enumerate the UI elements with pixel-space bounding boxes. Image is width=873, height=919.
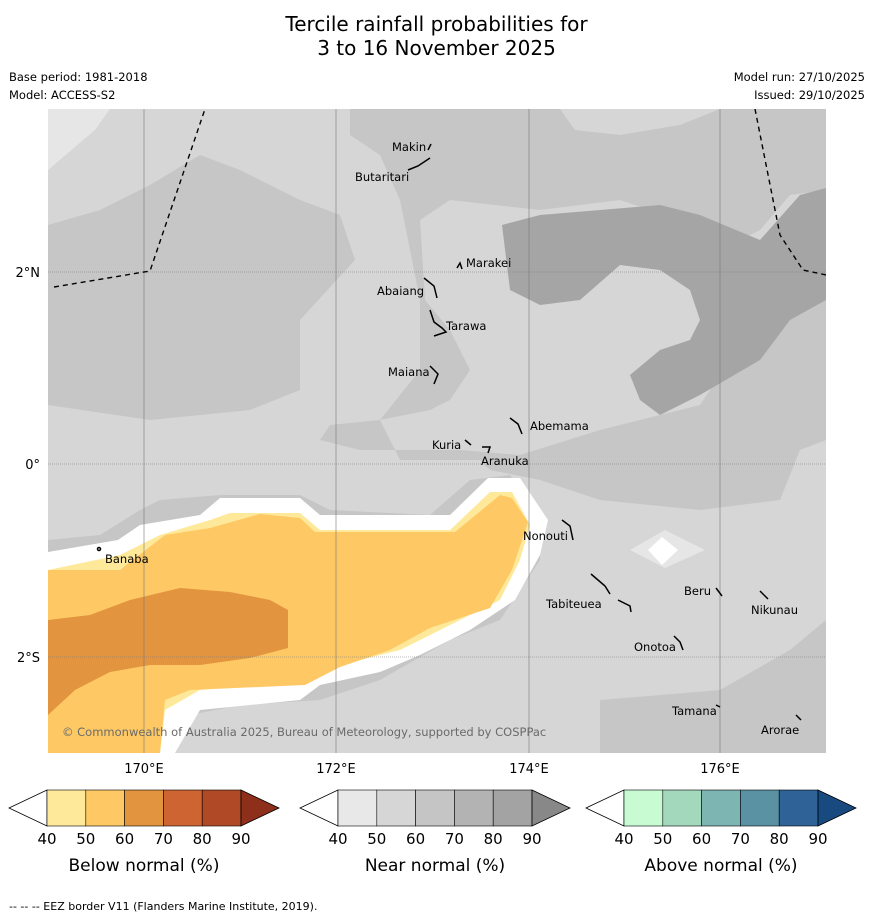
near-normal-60-70-lower-right	[600, 440, 826, 753]
lon-label: 174°E	[509, 762, 549, 777]
colorbar-tick-label: 50	[653, 830, 672, 848]
model-name: Model: ACCESS-S2	[9, 88, 116, 102]
colorbar-segment	[46, 789, 87, 827]
colorbar-segment	[740, 789, 780, 827]
colorbar-tick-label: 80	[193, 830, 212, 848]
below-normal-60-70-region	[48, 588, 288, 715]
island-label: Butaritari	[355, 170, 409, 184]
colorbar-3: 40 50 60 70 80 90 Above normal (%)	[585, 789, 857, 876]
colorbar-tick-label: 60	[692, 830, 711, 848]
colorbar-extend-low	[8, 789, 48, 827]
colorbar-segment	[85, 789, 125, 827]
colorbar-segment	[124, 789, 164, 827]
colorbar-segment	[778, 789, 819, 827]
island-label: Nikunau	[751, 603, 798, 617]
island-label: Tarawa	[445, 319, 486, 333]
colorbar-segment	[376, 789, 416, 827]
colorbar-tick-label: 70	[154, 830, 173, 848]
island-label: Banaba	[105, 552, 149, 566]
lon-label: 176°E	[700, 762, 740, 777]
near-normal-70-80-region	[502, 188, 826, 415]
colorbar-segment	[163, 789, 203, 827]
island-label: Onotoa	[634, 640, 676, 654]
colorbar-tick-label: 40	[328, 830, 347, 848]
colorbar-label: Above normal (%)	[644, 856, 797, 876]
eez-footer-note: -- -- -- EEZ border V11 (Flanders Marine…	[9, 900, 318, 913]
colorbar-tick-label: 60	[406, 830, 425, 848]
longitude-labels: 170°E 172°E 174°E 176°E	[124, 762, 740, 777]
island-label: Beru	[684, 584, 711, 598]
colorbar-segment	[454, 789, 494, 827]
colorbar-tick-label: 90	[522, 830, 541, 848]
island-label: Maiana	[388, 365, 430, 379]
lon-label: 172°E	[316, 762, 356, 777]
colorbar-segment	[662, 789, 702, 827]
colorbar-segment	[415, 789, 455, 827]
below-40-patch	[648, 537, 678, 565]
colorbar-segment	[701, 789, 741, 827]
colorbar-1: 40 50 60 70 80 90 Below normal (%)	[8, 789, 280, 876]
colorbar-2: 40 50 60 70 80 90 Near normal (%)	[299, 789, 571, 876]
colorbar-segment	[623, 789, 664, 827]
island-outlines	[96, 143, 802, 721]
lat-label: 2°N	[16, 266, 41, 281]
colorbar-tick-label: 50	[367, 830, 386, 848]
colorbar-segment	[492, 789, 533, 827]
colorbar-tick-label: 90	[231, 830, 250, 848]
colorbar-segment	[201, 789, 242, 827]
colorbar-label: Near normal (%)	[365, 856, 505, 876]
colorbar-tick-label: 60	[115, 830, 134, 848]
colorbar-tick-label: 80	[770, 830, 789, 848]
island-label: Nonouti	[523, 529, 568, 543]
island-label: Tamana	[671, 704, 717, 718]
island-label: Aranuka	[481, 454, 529, 468]
island-label: Marakei	[466, 256, 511, 270]
title-line-1: Tercile rainfall probabilities for	[285, 12, 588, 36]
lat-label: 0°	[25, 458, 40, 473]
near-normal-60-70-central	[320, 109, 826, 510]
colorbar-extend-low	[299, 789, 339, 827]
copyright-notice: © Commonwealth of Australia 2025, Bureau…	[62, 725, 546, 739]
map-fill	[48, 109, 826, 753]
island-label: Makin	[392, 140, 426, 154]
colorbar-label: Below normal (%)	[69, 856, 220, 876]
near-normal-60-70-left	[48, 155, 355, 420]
colorbar-extend-low	[585, 789, 625, 827]
colorbar-extend-high	[817, 789, 857, 827]
eez-border	[53, 109, 826, 288]
near-normal-40-50-region	[48, 109, 110, 170]
colorbar-tick-label: 40	[37, 830, 56, 848]
latitude-labels: 2°N 0° 2°S	[16, 266, 41, 666]
colorbar-tick-label: 70	[731, 830, 750, 848]
colorbar-tick-label: 80	[484, 830, 503, 848]
lon-label: 170°E	[124, 762, 164, 777]
colorbar-tick-label: 50	[76, 830, 95, 848]
colorbar-tick-label: 90	[808, 830, 827, 848]
island-labels: Makin Butaritari Marakei Abaiang Tarawa …	[105, 140, 799, 737]
issued-date: Issued: 29/10/2025	[754, 88, 865, 102]
graticule	[48, 109, 826, 753]
colorbar-segment	[337, 789, 378, 827]
title-line-2: 3 to 16 November 2025	[317, 36, 556, 60]
model-run: Model run: 27/10/2025	[733, 70, 865, 84]
island-label: Abemama	[530, 419, 589, 433]
island-label: Abaiang	[377, 284, 424, 298]
colorbar-extend-high	[240, 789, 280, 827]
colorbar-tick-label: 70	[445, 830, 464, 848]
base-period: Base period: 1981-2018	[9, 70, 148, 84]
island-label: Kuria	[432, 438, 461, 452]
meta-right: Model run: 27/10/2025 Issued: 29/10/2025	[734, 68, 865, 104]
island-label: Tabiteuea	[545, 597, 602, 611]
island-label: Arorae	[761, 723, 799, 737]
lat-label: 2°S	[17, 651, 40, 666]
map-title: Tercile rainfall probabilities for 3 to …	[0, 12, 873, 60]
colorbar-tick-label: 40	[614, 830, 633, 848]
meta-left: Base period: 1981-2018 Model: ACCESS-S2	[9, 68, 148, 104]
colorbar-extend-high	[531, 789, 571, 827]
colorbars: 40 50 60 70 80 90 Below normal (%) 40 50 60 70 80 90…	[8, 789, 857, 876]
